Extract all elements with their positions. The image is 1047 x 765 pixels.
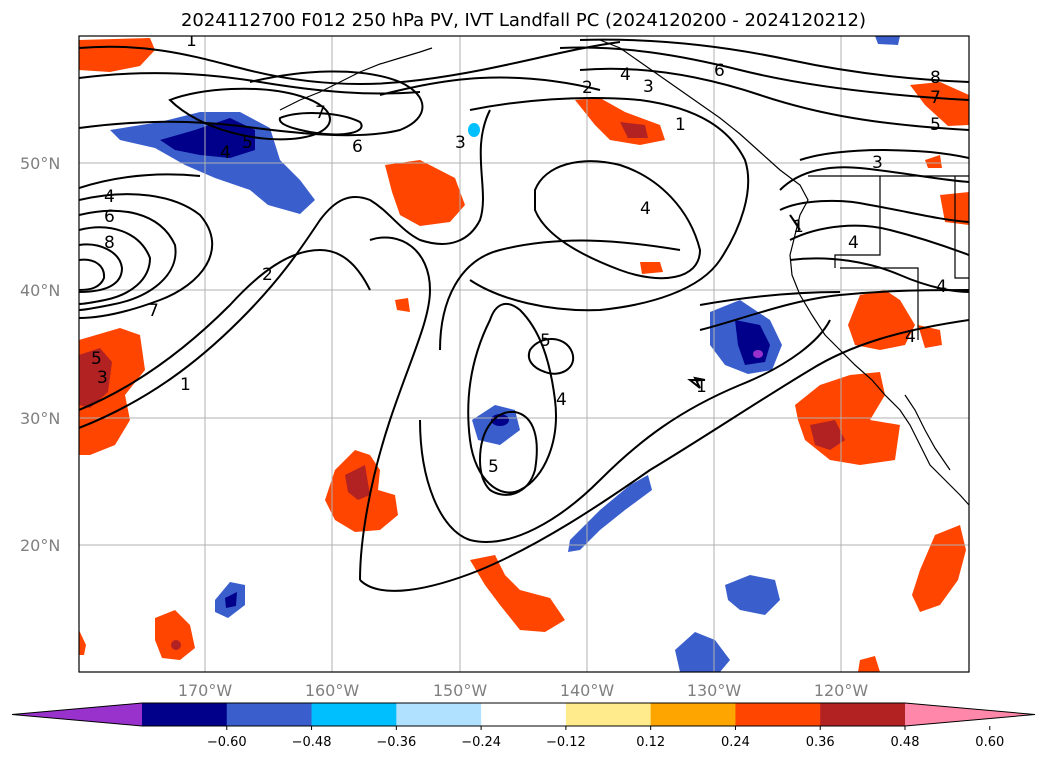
contour-label: 4 — [905, 327, 916, 347]
latitude-labels: 50°N 40°N 30°N 20°N — [20, 154, 60, 555]
longitude-labels: 170°W 160°W 150°W 140°W 130°W 120°W — [178, 681, 869, 700]
colorbar-tick-label: 0.12 — [636, 735, 665, 750]
contour-labels: 1 7 6 5 4 4 6 8 7 5 3 2 1 3 2 4 3 1 4 6 … — [91, 31, 947, 477]
colorbar-tick-label: 0.36 — [806, 735, 835, 750]
contour-label: 6 — [714, 61, 725, 81]
contour-label: 8 — [930, 68, 941, 88]
contour-label: 3 — [872, 153, 883, 173]
colorbar-outline — [11, 702, 1036, 727]
contour-label: 4 — [640, 199, 651, 219]
lon-label: 140°W — [560, 681, 615, 700]
contour-label: 4 — [556, 390, 567, 410]
colorbar-tick-label: −0.48 — [292, 735, 332, 750]
colorbar-tick-label: 0.60 — [975, 735, 1004, 750]
colorbar-swatch — [820, 703, 906, 726]
lat-label: 50°N — [20, 154, 60, 173]
plot-frame — [78, 35, 970, 673]
colorbar: −0.60 −0.48 −0.36 −0.24 −0.12 0.12 0.24 0.36 0.4… — [11, 702, 1036, 750]
map-title: 2024112700 F012 250 hPa PV, IVT Landfall… — [180, 10, 867, 31]
contour-label: 1 — [180, 375, 191, 395]
contour-label: 5 — [540, 331, 551, 351]
contour-label: 8 — [104, 233, 115, 253]
colorbar-swatch — [311, 703, 397, 726]
contour-label: 1 — [793, 217, 804, 237]
colorbar-tick-label: −0.36 — [376, 735, 416, 750]
contour-label: 3 — [97, 368, 108, 388]
contour-label: 7 — [930, 88, 941, 108]
colorbar-swatch — [650, 703, 736, 726]
lon-label: 150°W — [433, 681, 488, 700]
colorbar-extend-min — [12, 703, 142, 726]
lon-label: 120°W — [814, 681, 869, 700]
contour-label: 7 — [148, 301, 159, 321]
contour-label: 2 — [582, 78, 593, 98]
contour-label: 4 — [848, 233, 859, 253]
contour-label: 2 — [262, 265, 273, 285]
lat-label: 20°N — [20, 536, 60, 555]
colorbar-swatch — [735, 703, 821, 726]
colorbar-swatch — [481, 703, 567, 726]
colorbar-tick-label: −0.12 — [546, 735, 586, 750]
lon-label: 160°W — [305, 681, 360, 700]
contour-label: 6 — [104, 207, 115, 227]
contour-label: 3 — [455, 133, 466, 153]
colorbar-swatch — [226, 703, 313, 726]
contour-label: 4 — [220, 143, 231, 163]
contour-label: 3 — [643, 77, 654, 97]
colorbar-tick-label: −0.24 — [461, 735, 501, 750]
lat-label: 40°N — [20, 281, 60, 300]
colorbar-extend-max — [905, 703, 1035, 726]
colorbar-swatch — [565, 703, 652, 726]
contour-label: 4 — [620, 65, 631, 85]
colorbar-swatch — [142, 703, 228, 726]
contour-label: 4 — [936, 277, 947, 297]
contour-label: 5 — [930, 115, 941, 135]
contour-label: 1 — [696, 377, 707, 397]
contour-label: 7 — [315, 103, 326, 123]
colorbar-tick-label: −0.60 — [207, 735, 247, 750]
contour-label: 5 — [242, 133, 253, 153]
contour-label: 5 — [91, 349, 102, 369]
colorbar-tick-label: 0.24 — [721, 735, 750, 750]
contour-label: 6 — [352, 137, 363, 157]
colorbar-tick-label: 0.48 — [891, 735, 920, 750]
contour-label: 5 — [488, 457, 499, 477]
coastline — [279, 39, 969, 506]
contour-label: 1 — [186, 31, 197, 51]
contour-label: 4 — [104, 187, 115, 207]
lat-label: 30°N — [20, 409, 60, 428]
pv-contours — [79, 38, 969, 592]
lon-label: 130°W — [687, 681, 742, 700]
lon-label: 170°W — [178, 681, 233, 700]
graticule — [79, 36, 969, 672]
colorbar-swatch — [396, 703, 482, 726]
contour-label: 1 — [675, 115, 686, 135]
